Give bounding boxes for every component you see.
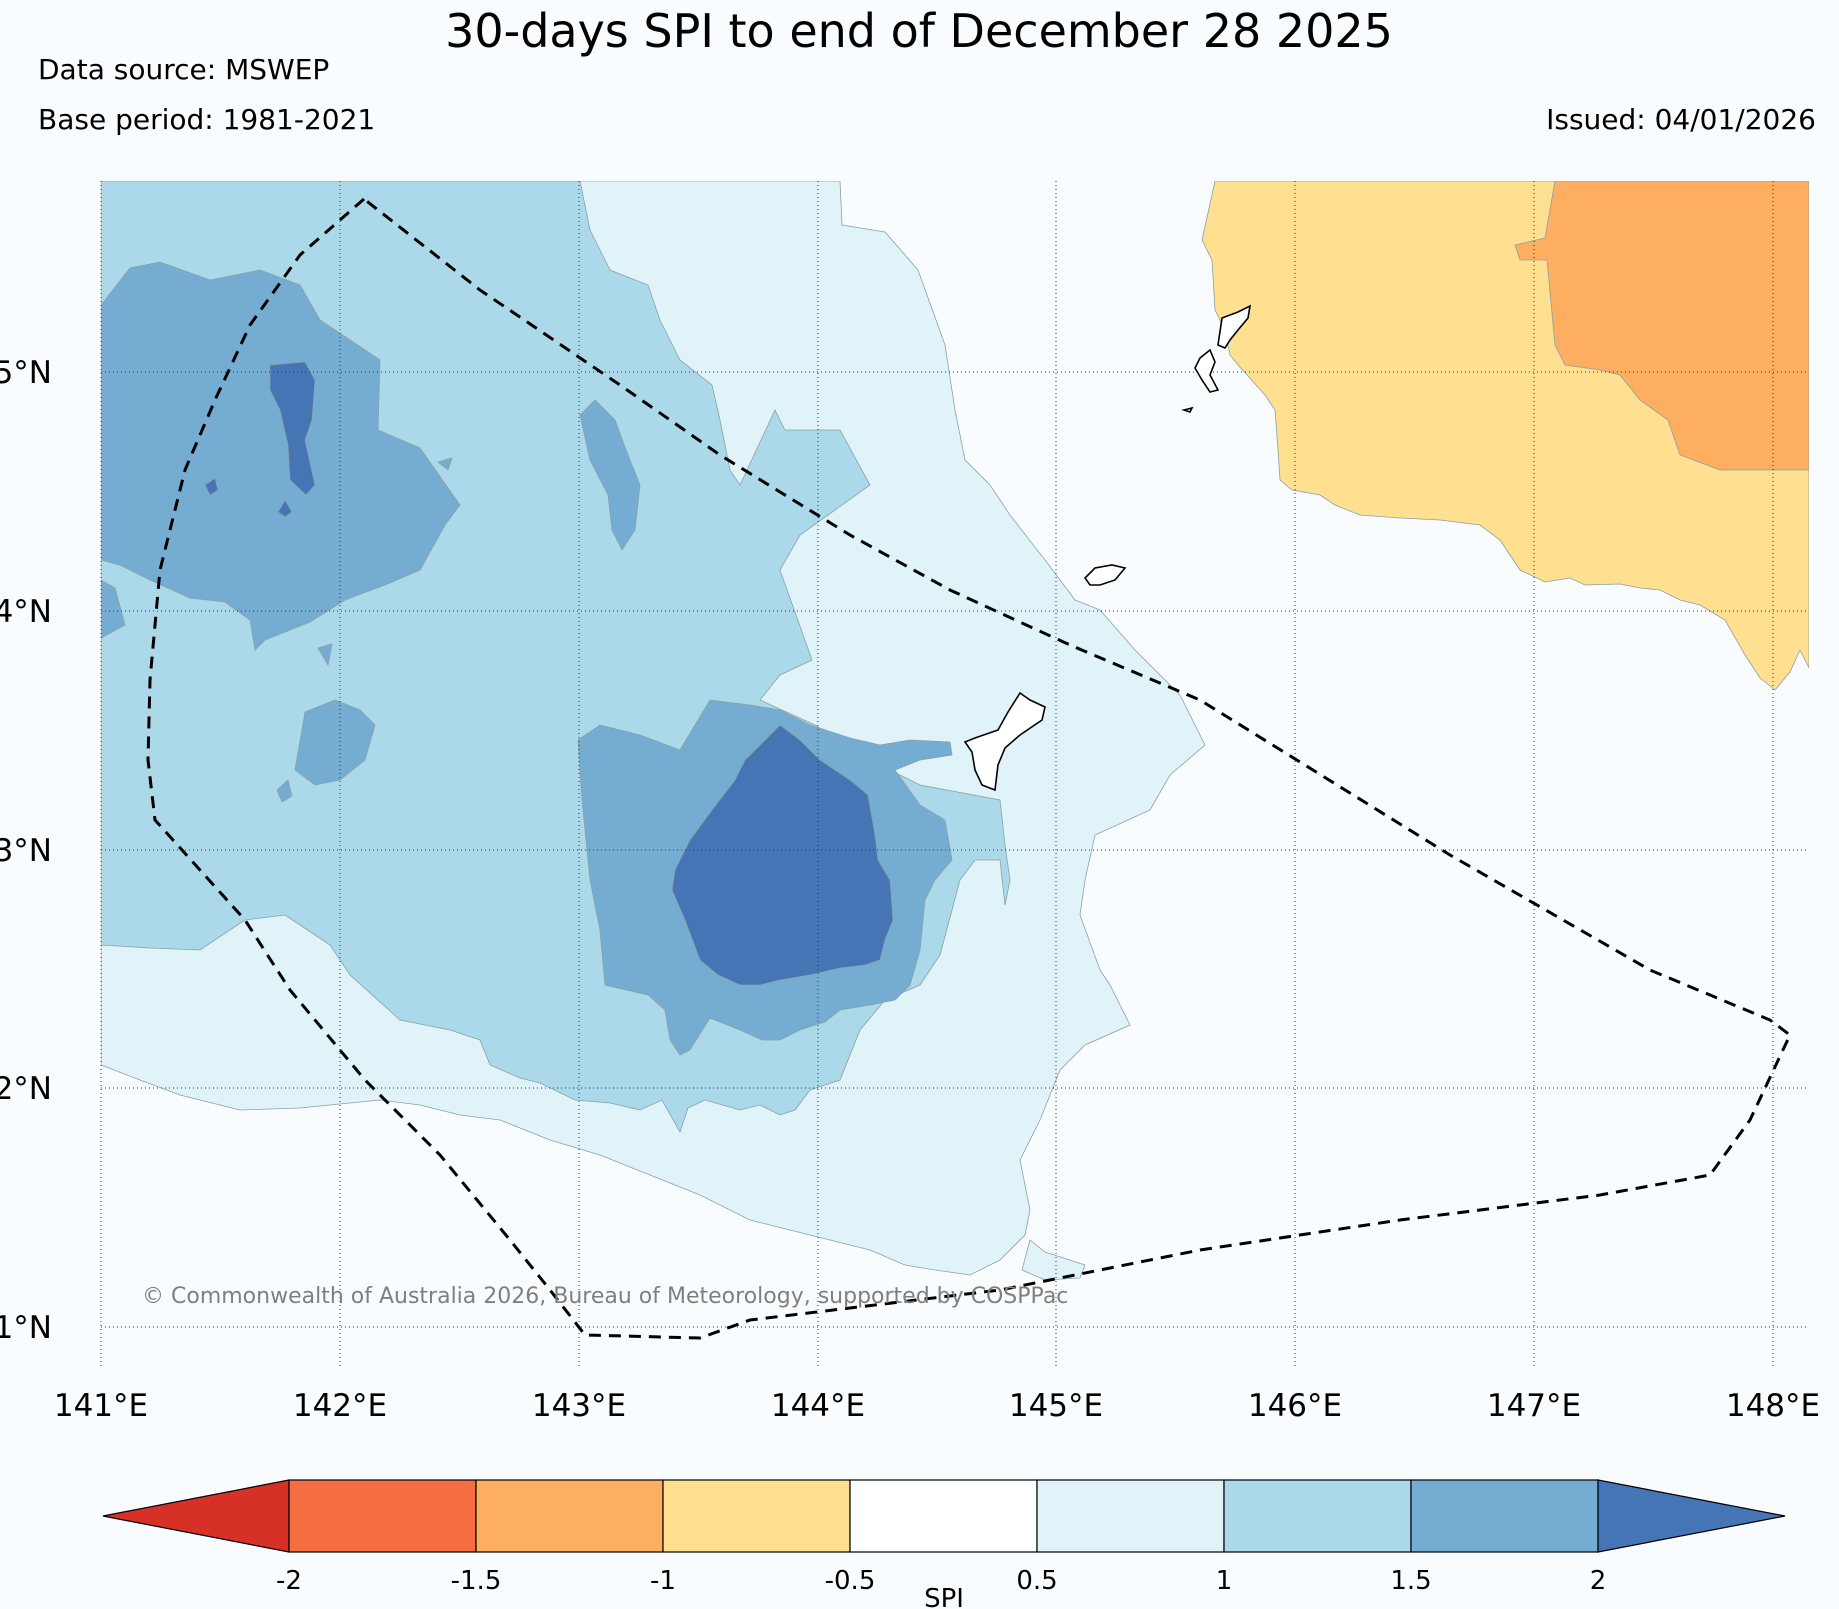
lon-label-145: 145°E bbox=[1009, 1388, 1103, 1424]
spi-contour-above-2-northwest bbox=[269, 361, 316, 496]
island-saipan bbox=[1217, 304, 1252, 350]
lon-label-148: 148°E bbox=[1726, 1388, 1820, 1424]
colorbar-tick-minus0.5: -0.5 bbox=[825, 1566, 876, 1596]
colorbar-segment-0.5-1 bbox=[1036, 1479, 1225, 1553]
colorbar-ticks: -2 -1.5 -1 -0.5 0.5 1 1.5 2 bbox=[276, 1566, 1606, 1596]
colorbar-tick-minus1.5: -1.5 bbox=[451, 1566, 502, 1596]
island-rota bbox=[1083, 564, 1127, 586]
lon-label-142: 142°E bbox=[293, 1388, 387, 1424]
spi-contour-1.5-2-speck-c bbox=[437, 457, 453, 471]
lon-axis-labels: 141°E 142°E 143°E 144°E 145°E 146°E 147°… bbox=[54, 1388, 1820, 1424]
colorbar-tick-2: 2 bbox=[1590, 1566, 1607, 1596]
copyright-notice: © Commonwealth of Australia 2026, Bureau… bbox=[142, 1284, 1068, 1309]
colorbar-segment-minus1.5-minus1 bbox=[475, 1479, 664, 1553]
lon-label-143: 143°E bbox=[532, 1388, 626, 1424]
spi-contour-1.5-2-northwest bbox=[101, 261, 461, 651]
colorbar-tick-minus2: -2 bbox=[276, 1566, 302, 1596]
base-period-label: Base period: 1981-2021 bbox=[38, 103, 375, 136]
colorbar-segment-1-1.5 bbox=[1223, 1479, 1412, 1553]
spi-contour-1.5-2-west-edge bbox=[101, 579, 126, 639]
map-gridlines bbox=[100, 181, 1809, 1366]
data-source-label: Data source: MSWEP bbox=[38, 53, 329, 86]
colorbar-segment-minus1-minus0.5 bbox=[662, 1479, 851, 1553]
island-coastlines bbox=[963, 304, 1252, 792]
spi-contour-minus1.5-minus1-northeast bbox=[1514, 181, 1809, 471]
lat-label-13: 13°N bbox=[0, 833, 52, 869]
lat-label-14: 14°N bbox=[0, 594, 52, 630]
colorbar-segment-1.5-2 bbox=[1410, 1479, 1599, 1553]
colorbar-segment-minus2-minus1.5 bbox=[288, 1479, 477, 1553]
island-guam bbox=[963, 691, 1046, 792]
island-tinian bbox=[1194, 348, 1220, 393]
lon-label-147: 147°E bbox=[1487, 1388, 1581, 1424]
figure-title: 30-days SPI to end of December 28 2025 bbox=[445, 4, 1393, 58]
colorbar-tick-1.5: 1.5 bbox=[1390, 1566, 1431, 1596]
islet-aguijan bbox=[1181, 406, 1194, 413]
eez-boundary-dashed bbox=[146, 197, 1792, 1340]
lon-label-146: 146°E bbox=[1248, 1388, 1342, 1424]
colorbar bbox=[102, 1479, 1786, 1553]
spi-contour-0.5-1-southeast-speck bbox=[1021, 1239, 1086, 1281]
spi-contour-1.5-2-speck-b bbox=[276, 779, 293, 803]
spi-contour-above-2-speck-b bbox=[277, 499, 293, 518]
spi-contour-1.5-2-speck-a bbox=[317, 643, 333, 667]
lat-label-12: 12°N bbox=[0, 1071, 52, 1107]
issued-date-label: Issued: 04/01/2026 bbox=[1546, 103, 1816, 136]
spi-contour-1.5-2-west-blob bbox=[294, 699, 376, 786]
lat-label-11: 11°N bbox=[0, 1310, 52, 1346]
lat-label-15: 15°N bbox=[0, 355, 52, 391]
colorbar-segment-minus0.5-0.5 bbox=[849, 1479, 1038, 1553]
spi-contour-1.5-2-central-strip bbox=[579, 399, 641, 551]
lon-label-141: 141°E bbox=[54, 1388, 148, 1424]
lon-label-144: 144°E bbox=[771, 1388, 865, 1424]
lat-axis-labels: 15°N 14°N 13°N 12°N 11°N bbox=[0, 355, 52, 1346]
colorbar-tick-minus1: -1 bbox=[650, 1566, 676, 1596]
colorbar-extend-high bbox=[1597, 1479, 1786, 1553]
colorbar-extend-low bbox=[102, 1479, 290, 1553]
map-panel: © Commonwealth of Australia 2026, Bureau… bbox=[100, 181, 1809, 1366]
spi-contour-above-2-speck-a bbox=[204, 477, 219, 496]
colorbar-tick-0.5: 0.5 bbox=[1016, 1566, 1057, 1596]
colorbar-label: SPI bbox=[924, 1584, 964, 1609]
colorbar-tick-1: 1 bbox=[1216, 1566, 1233, 1596]
